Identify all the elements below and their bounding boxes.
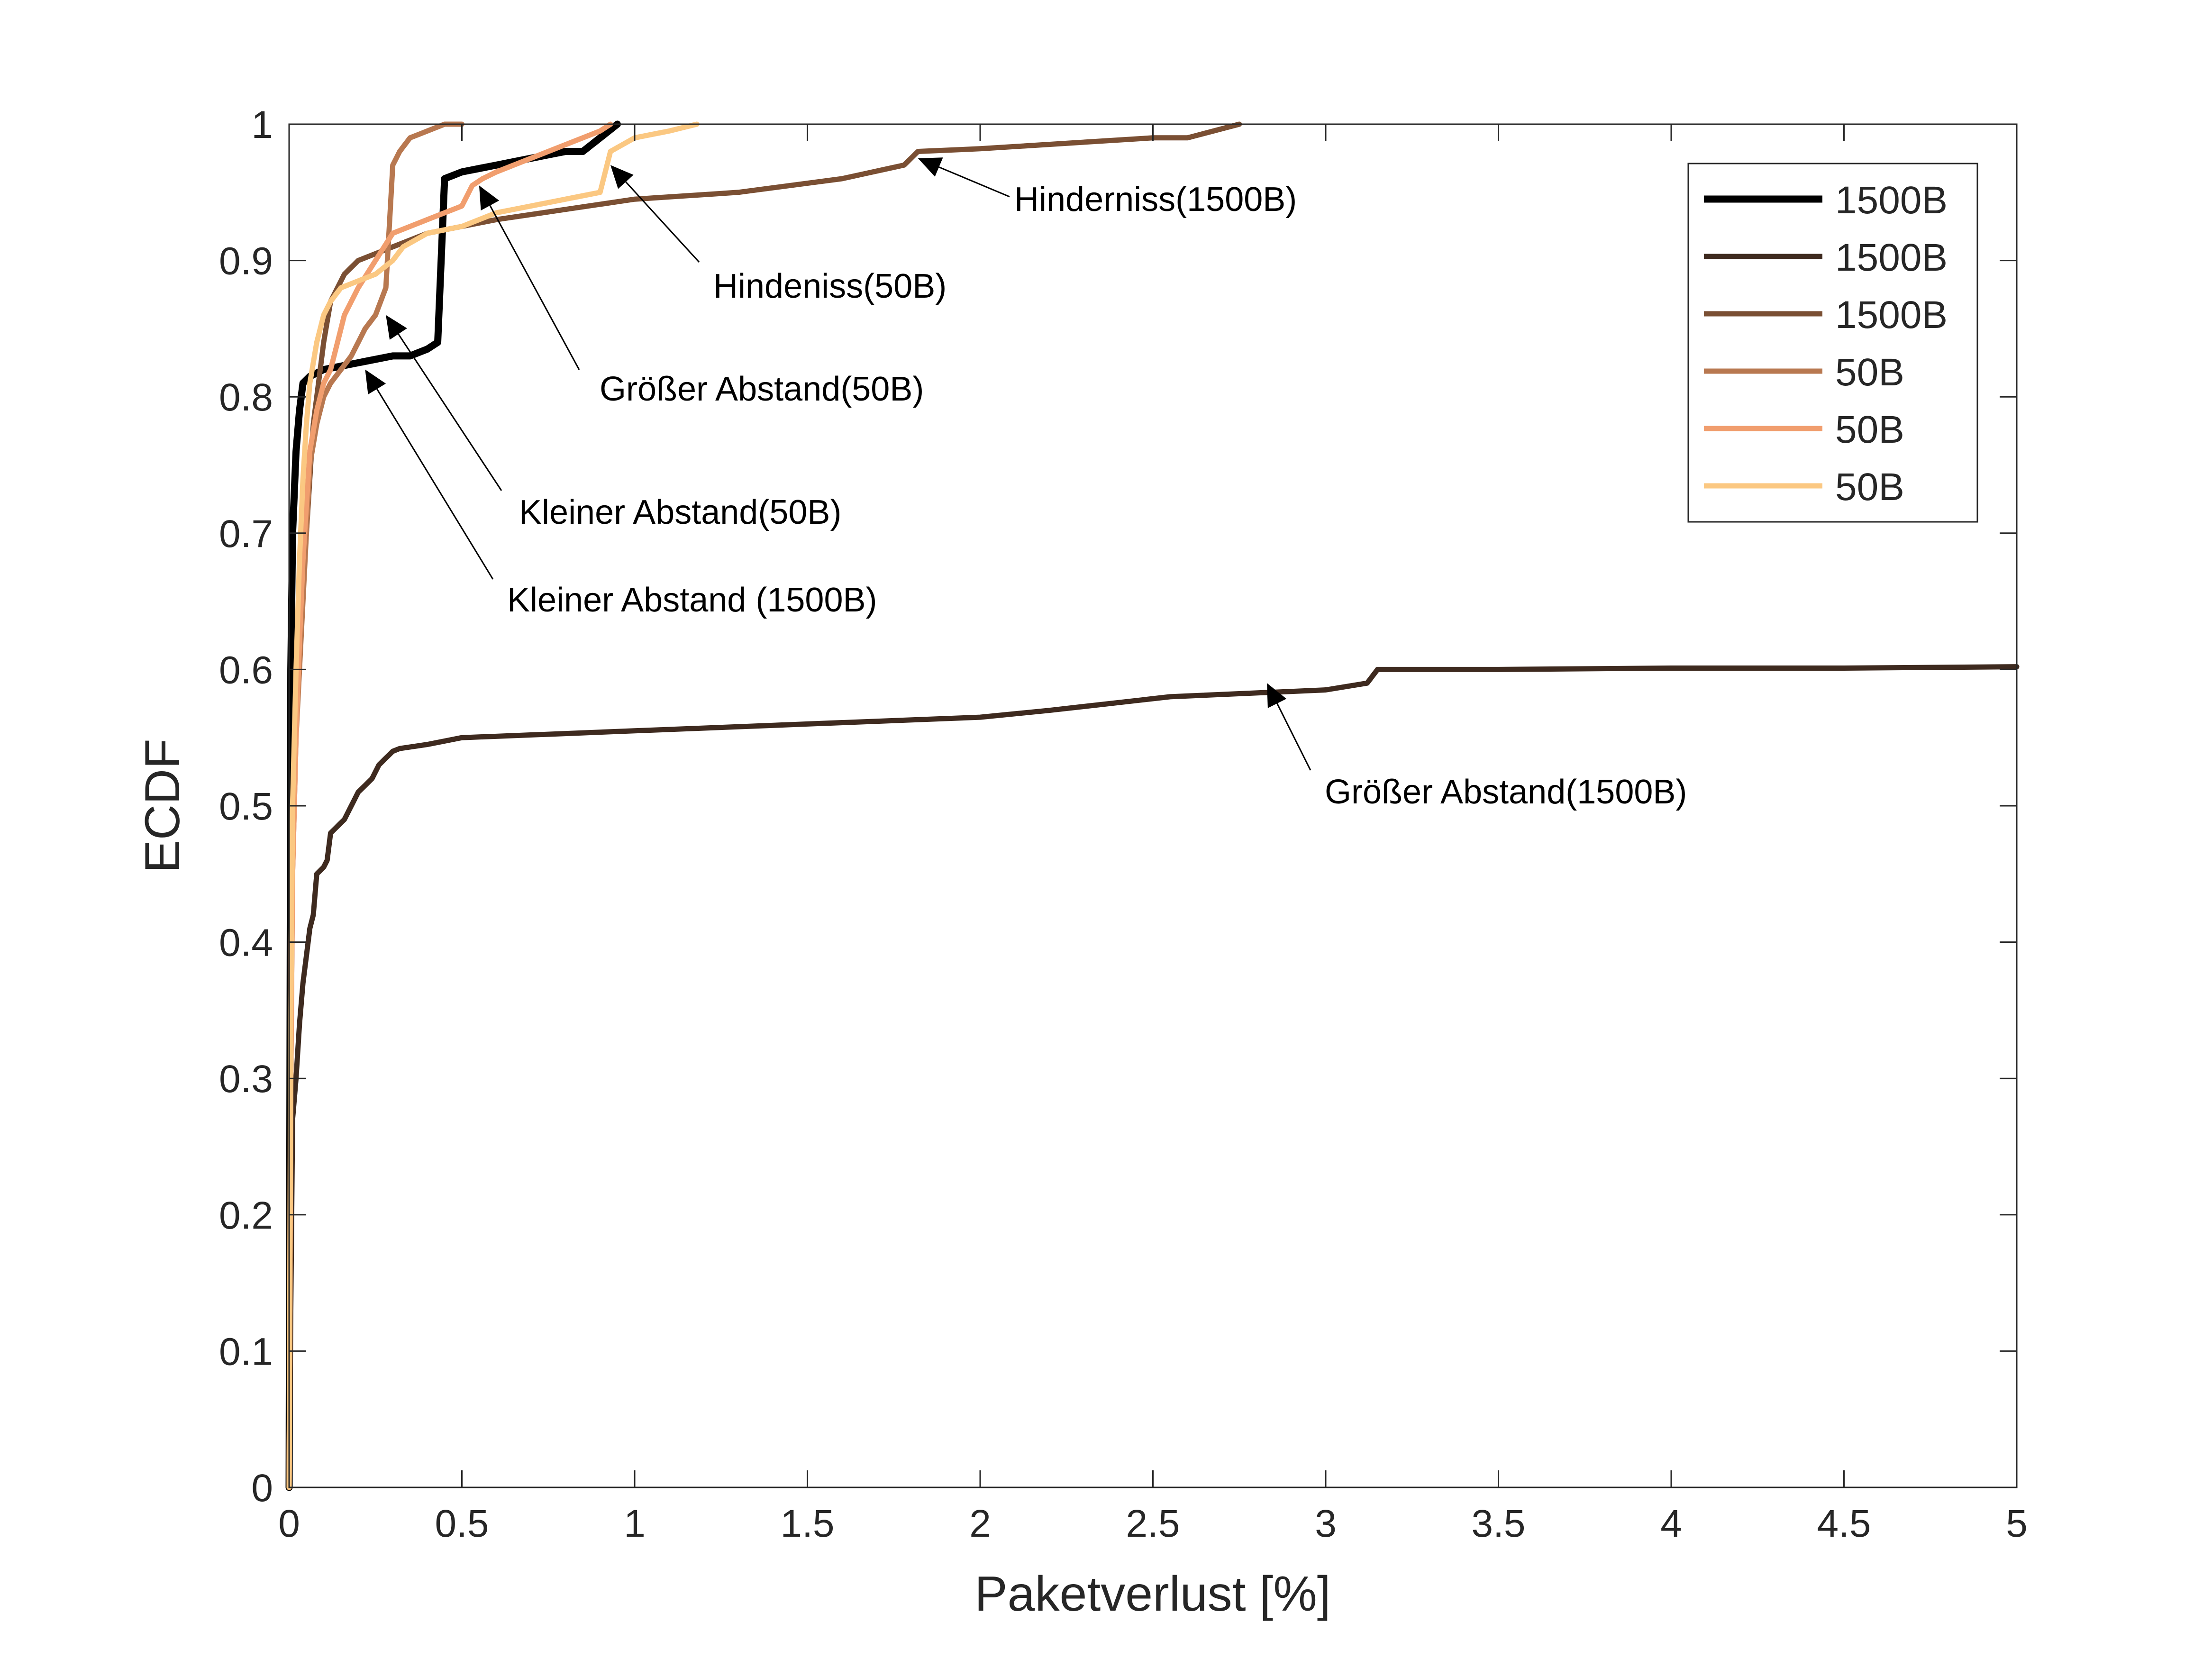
y-axis-label: ECDF <box>135 738 190 873</box>
tick-layer: 0 0.5 1 1.5 2 2.5 3 3.5 4 4.5 5 0 0.1 0.2 0.3 0.4 0.5 0.6… <box>219 103 2028 1545</box>
annotation-arrow-head <box>610 165 634 189</box>
legend-box <box>1687 163 1978 523</box>
annotation-arrow-head <box>386 315 407 340</box>
y-tick-label: 0.9 <box>219 240 273 283</box>
x-tick-label: 4 <box>1660 1502 1682 1545</box>
x-tick-label: 4.5 <box>1817 1502 1871 1545</box>
x-tick-label: 3 <box>1315 1502 1337 1545</box>
x-tick-label: 1.5 <box>781 1502 835 1545</box>
series-line-5 <box>286 121 613 1490</box>
annotation-arrow-shaft <box>489 205 580 370</box>
legend-label-6: 50B <box>1835 465 1904 509</box>
y-tick-label: 0.6 <box>219 648 273 692</box>
series-line-2 <box>286 664 2020 1490</box>
y-tick-label: 0.3 <box>219 1057 273 1101</box>
annotation-arrow-head <box>365 369 386 395</box>
x-tick-label: 0.5 <box>435 1502 489 1545</box>
x-tick-label: 0 <box>278 1502 300 1545</box>
legend: 1500B 1500B 1500B 50B 50B 50B <box>1687 163 1978 523</box>
legend-label-2: 1500B <box>1835 236 1948 279</box>
legend-label-1: 1500B <box>1835 179 1948 222</box>
y-tick-label: 0.4 <box>219 921 273 965</box>
annotation-arrow-shaft <box>938 166 1010 198</box>
annotation-label: Größer Abstand(50B) <box>600 370 924 408</box>
y-tick-label: 0.1 <box>219 1330 273 1373</box>
annotation-arrow-head <box>1267 683 1287 708</box>
annotation-arrow-shaft <box>398 333 502 491</box>
y-tick-label: 0.5 <box>219 785 273 828</box>
annotation-label: Kleiner Abstand(50B) <box>519 493 841 531</box>
y-tick-label: 0.2 <box>219 1194 273 1237</box>
annotation-arrow-head <box>479 185 500 211</box>
x-tick-label: 2 <box>969 1502 991 1545</box>
y-tick-label: 0.7 <box>219 512 273 556</box>
x-tick-label: 1 <box>624 1502 646 1545</box>
legend-label-3: 1500B <box>1835 293 1948 337</box>
annotation-label: Hindeniss(50B) <box>713 267 947 305</box>
annotation-label: Kleiner Abstand (1500B) <box>507 581 877 619</box>
annotation-arrow-shaft <box>376 388 494 580</box>
x-tick-label: 2.5 <box>1126 1502 1180 1545</box>
annotation-arrow-head <box>918 157 943 177</box>
legend-label-5: 50B <box>1835 408 1904 451</box>
y-tick-label: 0.8 <box>219 376 273 419</box>
annotation-arrow-shaft <box>625 181 700 263</box>
x-tick-label: 3.5 <box>1472 1502 1526 1545</box>
series-layer <box>285 120 2020 1491</box>
x-axis-label: Paketverlust [%] <box>974 1567 1330 1622</box>
series-line-1 <box>285 120 621 1491</box>
annotation-arrow-shaft <box>1276 703 1311 771</box>
y-tick-label: 0 <box>251 1467 273 1510</box>
annotation-label: Hinderniss(1500B) <box>1014 181 1297 219</box>
annotation-label: Größer Abstand(1500B) <box>1325 773 1687 811</box>
legend-label-4: 50B <box>1835 351 1904 394</box>
annotation-layer: Hinderniss(1500B) Hindeniss(50B) Größer Ab… <box>365 157 1687 811</box>
x-tick-label: 5 <box>2006 1502 2028 1545</box>
y-tick-label: 1 <box>251 103 273 146</box>
series-line-6 <box>286 121 700 1490</box>
